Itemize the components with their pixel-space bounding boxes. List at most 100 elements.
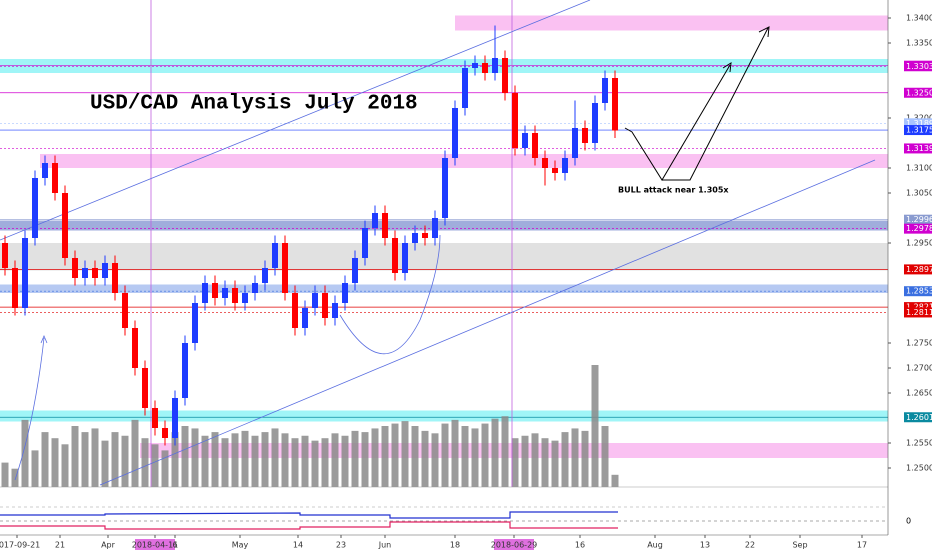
y-tick-label: 1.25000 bbox=[906, 464, 932, 473]
candle-body bbox=[552, 168, 558, 173]
y-tick-label: 1.27000 bbox=[906, 364, 932, 373]
volume-bar bbox=[381, 426, 389, 487]
x-tick-highlight bbox=[494, 539, 534, 550]
volume-bar bbox=[531, 433, 539, 487]
price-tag bbox=[904, 286, 932, 297]
price-tag bbox=[904, 264, 932, 275]
y-tick-label: 1.31000 bbox=[906, 164, 932, 173]
y-tick-label: 1.29500 bbox=[906, 239, 932, 248]
candle-body bbox=[222, 288, 228, 298]
volume-bar bbox=[41, 432, 49, 487]
candle-body bbox=[192, 303, 198, 343]
x-tick-label: 2017-09-21 bbox=[0, 541, 40, 550]
candle-body bbox=[252, 283, 258, 293]
volume-bar bbox=[481, 423, 489, 487]
volume-bar bbox=[511, 438, 519, 487]
candle-body bbox=[402, 243, 408, 273]
y-tick-label: 1.33500 bbox=[906, 39, 932, 48]
volume-bar bbox=[281, 433, 289, 487]
candle-body bbox=[572, 128, 578, 158]
volume-bar bbox=[191, 428, 199, 487]
candle-body bbox=[602, 78, 608, 103]
indicator-tick-label: 0 bbox=[906, 517, 911, 526]
price-tag-label: 1.28972 bbox=[906, 265, 932, 274]
price-tag-label: 1.26015 bbox=[906, 413, 932, 422]
price-tag bbox=[904, 223, 932, 234]
candle-body bbox=[342, 283, 348, 303]
volume-bar bbox=[241, 430, 249, 487]
volume-bar bbox=[341, 435, 349, 487]
volume-bar bbox=[141, 438, 149, 487]
price-tag bbox=[904, 214, 932, 225]
price-tag-label: 1.31894 bbox=[906, 119, 932, 128]
x-tick-label: Aug bbox=[647, 541, 663, 550]
y-tick-label: 1.25500 bbox=[906, 439, 932, 448]
volume-bar bbox=[371, 428, 379, 487]
volume-bar bbox=[461, 426, 469, 487]
volume-bar bbox=[31, 450, 39, 487]
volume-bar bbox=[51, 438, 59, 487]
zone bbox=[40, 154, 888, 168]
zone bbox=[0, 220, 888, 231]
x-tick-label: 13 bbox=[700, 541, 710, 550]
candle-body bbox=[82, 268, 88, 278]
candle-body bbox=[372, 213, 378, 228]
volume-bar bbox=[411, 426, 419, 487]
y-tick-label: 1.30500 bbox=[906, 189, 932, 198]
volume-bar bbox=[211, 432, 219, 487]
volume-bar bbox=[611, 474, 619, 487]
candle-body bbox=[272, 243, 278, 268]
volume-bar bbox=[61, 444, 69, 487]
annotation: BULL attack near 1.305x bbox=[618, 186, 729, 195]
candle-body bbox=[262, 268, 268, 283]
candle-body bbox=[542, 158, 548, 168]
volume-bar bbox=[401, 421, 409, 487]
candle-body bbox=[442, 158, 448, 218]
price-tag bbox=[904, 143, 932, 154]
volume-bar bbox=[151, 444, 159, 487]
candle-body bbox=[32, 178, 38, 238]
price-tag bbox=[904, 307, 932, 318]
candle-body bbox=[612, 78, 618, 131]
candle-body bbox=[312, 293, 318, 308]
volume-bar bbox=[361, 432, 369, 487]
x-tick-label: 18 bbox=[450, 541, 460, 550]
volume-bar bbox=[21, 419, 29, 487]
volume-bar bbox=[231, 433, 239, 487]
candle-body bbox=[332, 303, 338, 318]
x-tick-label: 2018-06-29 bbox=[491, 541, 538, 550]
candle-body bbox=[432, 218, 438, 238]
candle-body bbox=[132, 328, 138, 368]
chart-title: USD/CAD Analysis July 2018 bbox=[90, 93, 418, 116]
indicator-line bbox=[0, 511, 618, 519]
candle-body bbox=[72, 258, 78, 278]
zone bbox=[0, 243, 888, 271]
volume-bar bbox=[1, 462, 9, 487]
candle-body bbox=[162, 428, 168, 438]
projection-arrows bbox=[624, 26, 770, 181]
candle-body bbox=[582, 128, 588, 143]
volume-bar bbox=[601, 426, 609, 487]
volume-bar bbox=[161, 450, 169, 487]
indicator-line bbox=[0, 521, 618, 530]
price-tag-label: 1.28536 bbox=[906, 287, 932, 296]
candle-body bbox=[102, 263, 108, 278]
zone bbox=[0, 284, 888, 293]
volume-bar bbox=[331, 433, 339, 487]
volume-bar bbox=[131, 419, 139, 487]
candle-body bbox=[42, 163, 48, 178]
y-tick-label: 1.34000 bbox=[906, 14, 932, 23]
zone bbox=[0, 410, 888, 422]
volume-bar bbox=[541, 438, 549, 487]
x-tick-label: May bbox=[232, 541, 249, 550]
price-tag bbox=[904, 412, 932, 423]
volume-bar bbox=[551, 440, 559, 487]
volume-bar bbox=[391, 423, 399, 487]
candle-body bbox=[292, 293, 298, 328]
curve bbox=[339, 234, 441, 355]
candle-body bbox=[302, 308, 308, 328]
candle-body bbox=[12, 268, 18, 308]
volume-bar bbox=[111, 432, 119, 487]
candle-body bbox=[422, 233, 428, 238]
